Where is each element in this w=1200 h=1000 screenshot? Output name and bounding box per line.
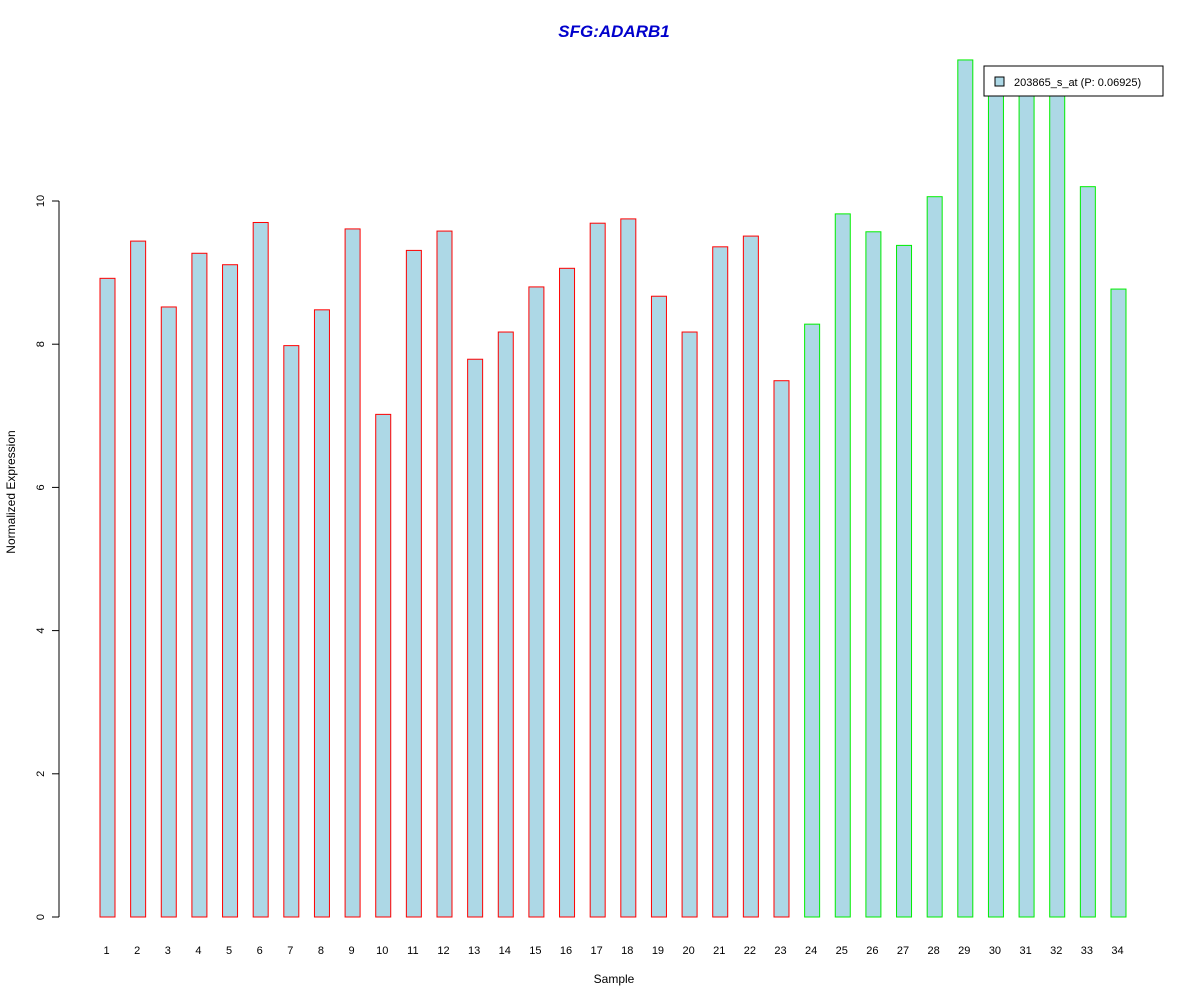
x-tick-label: 23 xyxy=(774,945,786,957)
x-tick-label: 22 xyxy=(744,945,756,957)
x-axis-label: Sample xyxy=(594,972,635,986)
x-tick-label: 28 xyxy=(928,945,940,957)
x-tick-label: 20 xyxy=(682,945,694,957)
x-tick-label: 16 xyxy=(560,945,572,957)
bar-sample-20 xyxy=(681,331,698,918)
bar-sample-9 xyxy=(344,228,361,918)
bar-sample-22 xyxy=(742,235,759,918)
y-tick-label: 10 xyxy=(35,195,47,207)
legend-box xyxy=(983,65,1164,97)
bar-sample-4 xyxy=(191,252,208,918)
x-tick-label: 8 xyxy=(318,945,324,957)
bar-sample-25 xyxy=(834,213,851,918)
x-tick-label: 4 xyxy=(195,945,201,957)
bar-sample-34 xyxy=(1110,288,1127,918)
legend-label: 203865_s_at (P: 0.06925) xyxy=(1014,77,1141,89)
y-tick-label: 0 xyxy=(35,914,47,920)
bar-sample-10 xyxy=(375,413,392,918)
bar-sample-31 xyxy=(1018,85,1035,918)
bar-sample-18 xyxy=(620,218,637,918)
bar-sample-8 xyxy=(313,309,330,918)
bar-sample-2 xyxy=(130,240,147,918)
x-tick-label: 14 xyxy=(499,945,511,957)
bar-sample-24 xyxy=(804,323,821,918)
x-tick-label: 21 xyxy=(713,945,725,957)
bar-sample-12 xyxy=(436,230,453,918)
x-tick-label: 12 xyxy=(437,945,449,957)
y-tick-label: 6 xyxy=(35,484,47,490)
x-tick-label: 9 xyxy=(349,945,355,957)
x-tick-label: 26 xyxy=(866,945,878,957)
x-tick-label: 24 xyxy=(805,945,817,957)
bar-sample-16 xyxy=(559,267,576,918)
bar-sample-32 xyxy=(1049,85,1066,918)
chart-title: SFG:ADARB1 xyxy=(558,22,669,41)
x-tick-label: 10 xyxy=(376,945,388,957)
x-tick-label: 7 xyxy=(287,945,293,957)
bar-sample-13 xyxy=(467,358,484,918)
bar-sample-33 xyxy=(1079,186,1096,918)
bar-sample-28 xyxy=(926,196,943,918)
x-tick-label: 34 xyxy=(1111,945,1123,957)
bar-sample-6 xyxy=(252,221,269,918)
x-tick-label: 25 xyxy=(836,945,848,957)
bar-sample-29 xyxy=(957,59,974,918)
x-tick-label: 5 xyxy=(226,945,232,957)
x-tick-label: 27 xyxy=(897,945,909,957)
x-tick-label: 3 xyxy=(165,945,171,957)
bar-sample-27 xyxy=(896,244,913,918)
bar-sample-7 xyxy=(283,345,300,918)
x-tick-label: 18 xyxy=(621,945,633,957)
y-axis: 0 2 4 6 8 10 xyxy=(35,195,60,920)
x-tick-label: 17 xyxy=(591,945,603,957)
bar-sample-1 xyxy=(99,277,116,918)
x-tick-label: 32 xyxy=(1050,945,1062,957)
bar-sample-30 xyxy=(987,85,1004,918)
x-tick-label: 6 xyxy=(257,945,263,957)
bar-sample-3 xyxy=(160,306,177,918)
bar-sample-5 xyxy=(222,264,239,918)
bar-sample-11 xyxy=(405,249,422,918)
bar-sample-21 xyxy=(712,246,729,918)
y-tick-label: 4 xyxy=(35,628,47,634)
x-tick-label: 1 xyxy=(103,945,109,957)
bar-sample-26 xyxy=(865,231,882,918)
x-tick-label: 31 xyxy=(1019,945,1031,957)
bars-group xyxy=(99,59,1127,918)
y-tick-label: 8 xyxy=(35,341,47,347)
x-tick-label: 2 xyxy=(134,945,140,957)
bar-sample-17 xyxy=(589,222,606,918)
x-tick-label: 33 xyxy=(1081,945,1093,957)
x-tick-label: 19 xyxy=(652,945,664,957)
legend-swatch xyxy=(994,76,1005,87)
x-tick-label: 30 xyxy=(989,945,1001,957)
x-tick-label: 11 xyxy=(407,945,418,957)
bar-sample-23 xyxy=(773,380,790,918)
x-tick-label: 15 xyxy=(529,945,541,957)
y-tick-label: 2 xyxy=(35,771,47,777)
bar-sample-15 xyxy=(528,286,545,918)
y-axis-label: Normalized Expression xyxy=(4,430,18,553)
x-tick-label: 13 xyxy=(468,945,480,957)
x-tick-labels: 1 2 3 4 5 6 7 8 9 10 11 12 13 14 15 16 17 18 19 20 21 22 23 24 2… xyxy=(103,945,1123,957)
bar-sample-14 xyxy=(497,331,514,918)
bar-sample-19 xyxy=(650,295,667,918)
legend: 203865_s_at (P: 0.06925) xyxy=(983,65,1164,97)
x-tick-label: 29 xyxy=(958,945,970,957)
